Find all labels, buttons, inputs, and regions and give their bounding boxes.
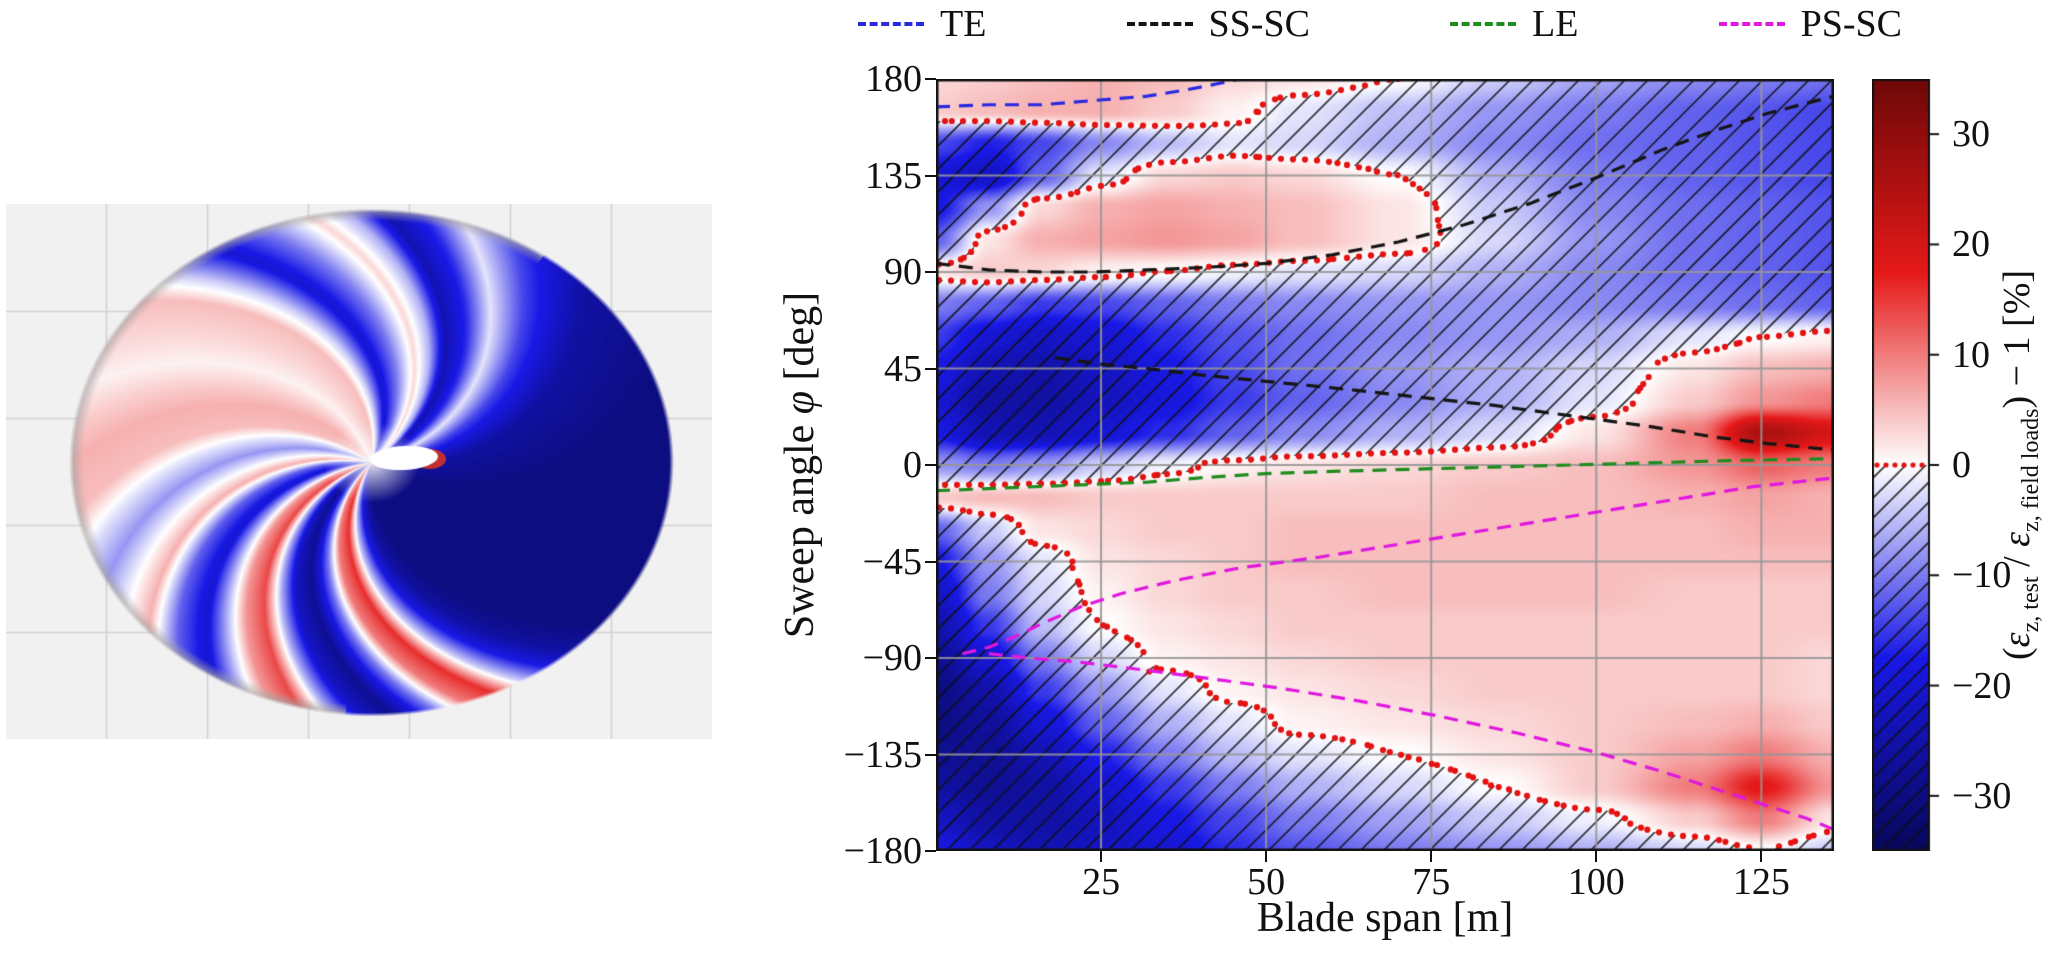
legend-label-le: LE <box>1532 3 1579 45</box>
colorbar-sub-test: z, test <box>2017 576 2044 633</box>
x-tick-label-125: 125 <box>1732 861 1790 903</box>
colorbar-tick-label-30: 30 <box>1952 113 1990 156</box>
ss-sc-dashed-line-icon <box>1126 22 1193 26</box>
y-tick-mark <box>925 367 936 370</box>
colorbar-tick-label-0: 0 <box>1952 444 1971 486</box>
te-dashed-line-icon <box>858 22 924 26</box>
colorbar-label-open: ( <box>1996 647 2039 661</box>
colorbar-tick-label--10: −10 <box>1952 554 2012 597</box>
epsilon-symbol: ε <box>1996 632 2039 648</box>
y-tick-label-90: 90 <box>884 251 922 293</box>
colorbar-label-close: ) − 1 [%] <box>1996 269 2039 409</box>
legend-item-ps-sc: PS-SC <box>1718 3 1902 45</box>
y-tick-label--45: −45 <box>862 540 922 583</box>
ps-sc-dashed-line-icon <box>1718 22 1785 26</box>
x-tick-label-100: 100 <box>1567 861 1625 903</box>
y-tick-label-135: 135 <box>865 154 922 197</box>
y-tick-label--90: −90 <box>862 637 922 679</box>
x-tick-mark <box>1760 851 1763 862</box>
legend-item-le: LE <box>1450 5 1578 43</box>
y-tick-mark <box>925 850 936 852</box>
colorbar <box>1872 79 1946 851</box>
colorbar-tick-label-20: 20 <box>1952 223 1990 266</box>
heatmap-canvas <box>936 79 1834 851</box>
contour-plot <box>936 79 1834 851</box>
legend-item-te: TE <box>858 5 986 43</box>
colorbar-label: (εz, test / εz, field loads) − 1 [%] <box>1995 270 2045 660</box>
x-tick-mark <box>1430 851 1433 862</box>
y-tick-label--135: −135 <box>843 733 922 776</box>
epsilon-symbol: ε <box>1996 531 2039 547</box>
blade-3d-panel <box>6 204 712 739</box>
y-tick-mark <box>925 271 936 273</box>
blade-3d-view <box>6 204 712 739</box>
legend-label-ps-sc: PS-SC <box>1800 3 1902 45</box>
x-tick-mark <box>1595 851 1598 862</box>
colorbar-tick-label-10: 10 <box>1952 333 1990 376</box>
phi-symbol: φ <box>777 390 823 415</box>
x-tick-mark <box>1100 851 1103 862</box>
y-tick-label-180: 180 <box>865 58 922 100</box>
le-dashed-line-icon <box>1450 22 1517 26</box>
legend-label-te: TE <box>940 3 987 45</box>
y-tick-mark <box>925 78 936 80</box>
x-tick-label-75: 75 <box>1412 861 1451 903</box>
x-tick-label-50: 50 <box>1247 861 1286 903</box>
x-tick-label-25: 25 <box>1082 861 1121 903</box>
x-axis-label: Blade span [m] <box>1256 895 1514 941</box>
y-tick-mark <box>925 753 936 756</box>
legend-label-ss-sc: SS-SC <box>1208 3 1310 45</box>
y-tick-label-0: 0 <box>903 444 922 486</box>
legend-item-ss-sc: SS-SC <box>1126 3 1310 45</box>
colorbar-sub-field: z, field loads <box>2017 408 2044 532</box>
legend: TE SS-SC LE PS-SC <box>858 0 1902 48</box>
y-tick-mark <box>925 464 936 466</box>
y-tick-label-45: 45 <box>884 347 922 390</box>
y-tick-mark <box>925 560 936 563</box>
x-tick-mark <box>1265 851 1268 862</box>
y-tick-label--180: −180 <box>843 830 922 872</box>
y-tick-mark <box>925 657 936 659</box>
y-tick-mark <box>925 174 936 177</box>
colorbar-tick-label--20: −20 <box>1952 664 2012 707</box>
colorbar-tick-label--30: −30 <box>1952 774 2012 817</box>
